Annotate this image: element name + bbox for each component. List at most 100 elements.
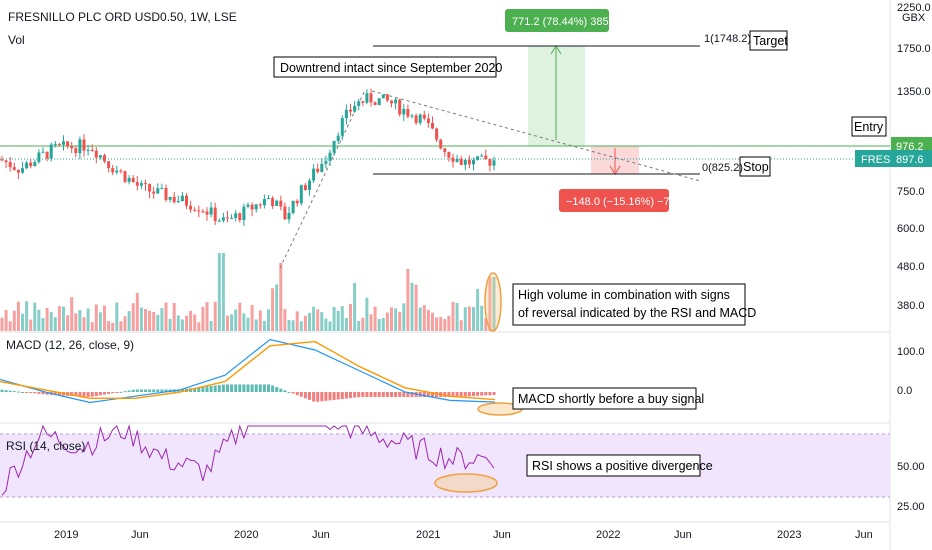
macd-histogram-bar — [361, 392, 365, 398]
candle-body — [201, 211, 205, 213]
volume-bar — [221, 253, 225, 331]
volume-bar — [238, 302, 242, 331]
macd-histogram-bar — [451, 392, 455, 397]
volume-bar — [164, 302, 168, 331]
svg-text:Downtrend intact since Septemb: Downtrend intact since September 2020 — [280, 61, 502, 75]
rsi-band — [0, 434, 890, 497]
candle-body — [250, 204, 254, 210]
macd-histogram-bar — [385, 392, 389, 398]
candle-body — [62, 141, 65, 145]
entry-label: Entry — [851, 116, 887, 137]
volume-bar — [262, 320, 266, 331]
volume-bar — [492, 277, 496, 331]
candle-body — [467, 159, 471, 165]
volume-bar — [86, 308, 90, 331]
candle-body — [193, 209, 197, 211]
candle-body — [12, 167, 16, 170]
candle-body — [308, 180, 311, 190]
candle-body — [357, 101, 361, 106]
candle-body — [82, 139, 86, 151]
macd-histogram-bar — [4, 390, 8, 392]
candle-body — [103, 155, 106, 162]
svg-text:−148.0 (−15.16%) −740: −148.0 (−15.16%) −740 — [566, 196, 682, 208]
candle-body — [78, 139, 82, 154]
volume-bar — [418, 307, 422, 331]
macd-histogram-bar — [353, 392, 357, 398]
svg-text:771.2 (78.44%) 3856: 771.2 (78.44%) 3856 — [512, 16, 615, 28]
candle-body — [271, 198, 275, 206]
svg-text:Stop: Stop — [743, 160, 769, 174]
macd-histogram-bar — [197, 387, 201, 392]
candle-body — [94, 150, 98, 158]
svg-text:MACD shortly before a buy sign: MACD shortly before a buy signal — [518, 392, 704, 406]
candle-body — [258, 204, 262, 206]
macd-histogram-bar — [320, 392, 324, 402]
volume-bar — [57, 306, 61, 331]
macd-histogram-bar — [402, 392, 406, 398]
candle-body — [287, 212, 291, 220]
volume-bar — [283, 309, 287, 331]
volume-bar — [365, 297, 369, 331]
candle-body — [303, 185, 307, 190]
volume-bar — [385, 312, 389, 331]
candle-body — [111, 168, 115, 173]
candle-body — [168, 196, 172, 200]
volume-bar — [390, 307, 393, 331]
macd-histogram-bar — [205, 386, 209, 392]
macd-label: MACD (12, 26, close, 9) — [6, 338, 134, 352]
candle-body — [279, 200, 283, 207]
volume-bar — [467, 306, 471, 331]
macd-histogram-bar — [357, 392, 361, 398]
macd-histogram-bar — [156, 389, 160, 392]
candle-body — [172, 196, 176, 203]
candle-body — [299, 185, 303, 204]
macd-histogram-bar — [230, 384, 234, 392]
macd-histogram-bar — [78, 392, 82, 397]
candle-body — [164, 188, 168, 200]
macd-histogram-bar — [258, 384, 262, 392]
macd-histogram-bar — [381, 392, 385, 398]
candle-body — [74, 148, 78, 154]
macd-histogram-bar — [107, 392, 111, 394]
candle-body — [439, 139, 443, 149]
volume-bar — [74, 313, 78, 331]
volume-bar — [369, 314, 373, 331]
volume-bar — [234, 309, 238, 331]
macd-histogram-bar — [193, 387, 197, 392]
volume-bar — [197, 322, 201, 331]
volume-bar — [8, 321, 12, 331]
macd-histogram-bar — [344, 392, 348, 399]
macd-histogram-bar — [201, 386, 205, 392]
volume-bar — [451, 302, 455, 331]
svg-text:Jun: Jun — [674, 529, 692, 541]
candle-body — [422, 114, 426, 119]
svg-text:RSI shows a positive divergenc: RSI shows a positive divergence — [532, 459, 713, 473]
volume-bar — [316, 309, 320, 331]
rsi-highlight — [434, 473, 498, 493]
volume-bar — [33, 302, 37, 331]
macd-histogram-bar — [21, 392, 24, 393]
svg-text:0.0: 0.0 — [897, 385, 912, 397]
candle-body — [451, 157, 455, 162]
candle-body — [328, 152, 332, 161]
volume-bar — [472, 307, 475, 331]
candle-body — [29, 162, 33, 167]
volume-bar — [353, 283, 357, 331]
volume-bar — [37, 309, 41, 331]
macd-histogram-bar — [467, 392, 471, 397]
currency-label: GBX — [902, 12, 926, 24]
macd-histogram-bar — [369, 392, 373, 398]
loss-tag: −148.0 (−15.16%) −740 — [559, 189, 682, 212]
candle-body — [180, 195, 184, 202]
volume-bar — [205, 302, 209, 331]
volume-label: Vol — [8, 33, 25, 47]
macd-histogram-bar — [16, 391, 20, 393]
macd-histogram-bar — [57, 392, 61, 396]
macd-histogram-bar — [488, 392, 492, 396]
macd-histogram-bar — [480, 392, 484, 396]
macd-histogram-bar — [476, 392, 480, 396]
macd-histogram-bar — [29, 392, 33, 393]
volume-bar — [328, 321, 332, 331]
rsi-annotation: RSI shows a positive divergence — [526, 454, 713, 477]
